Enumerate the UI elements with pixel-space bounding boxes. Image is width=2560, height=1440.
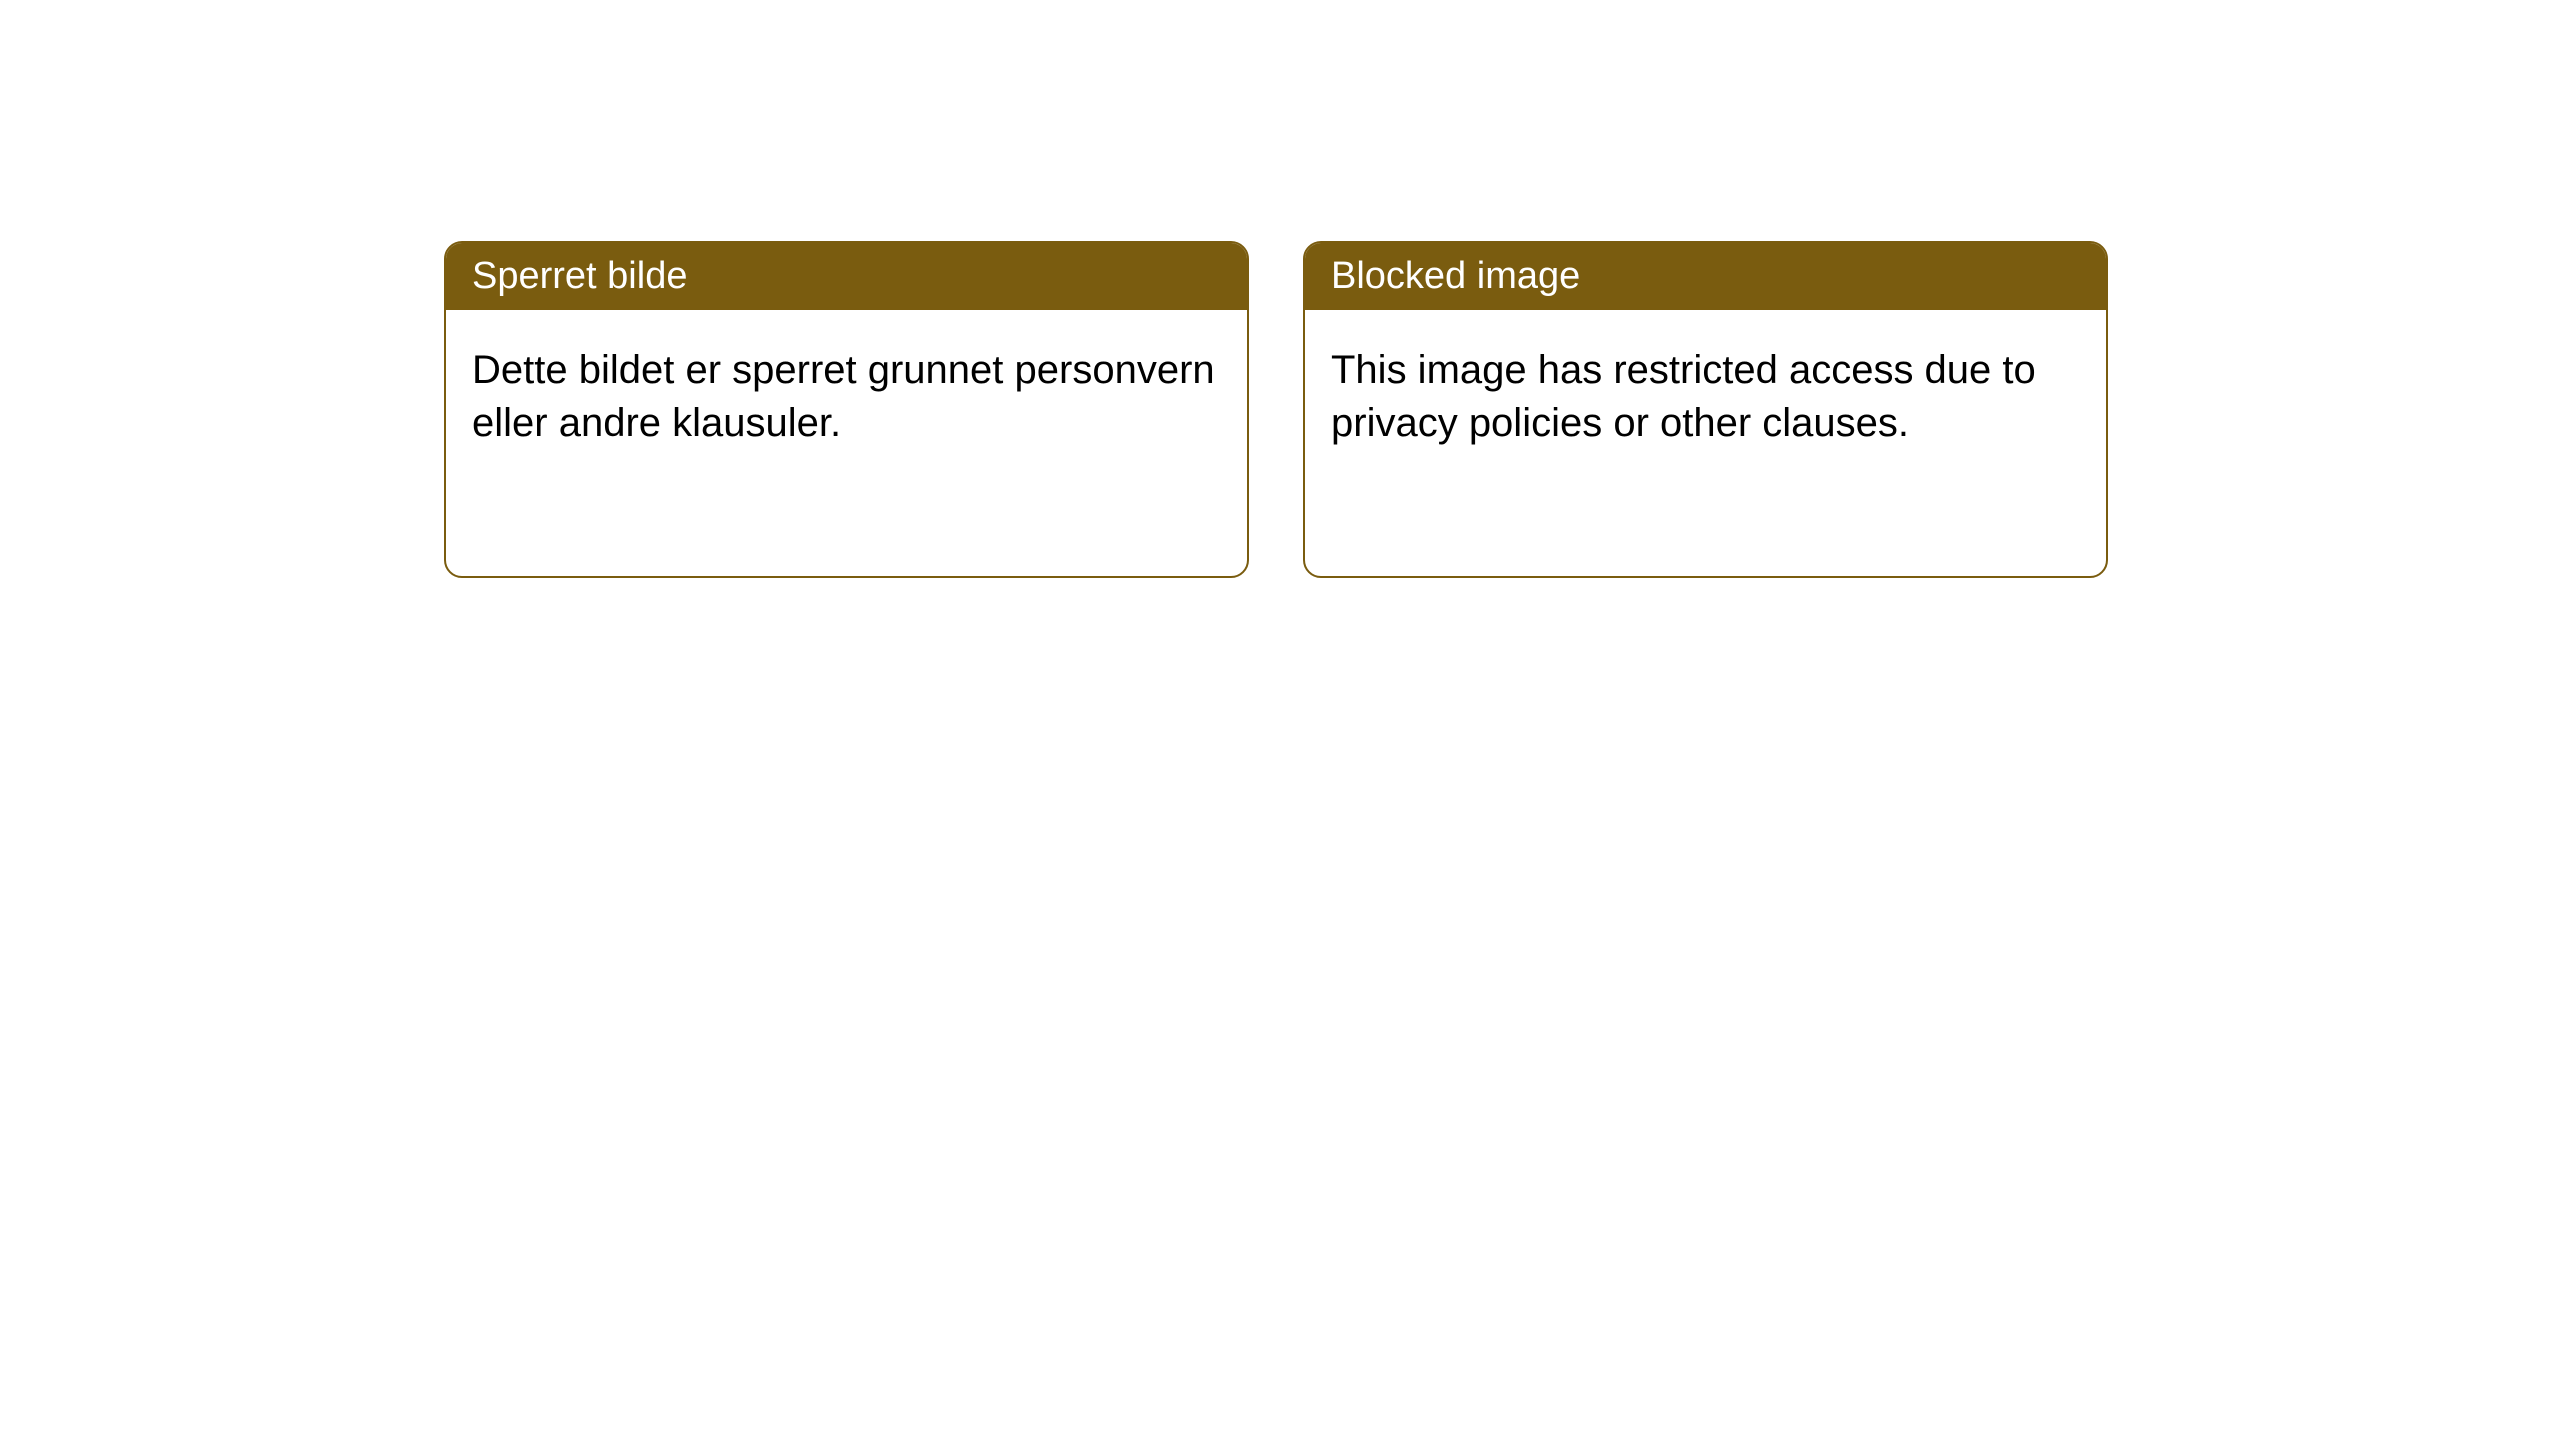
card-body: Dette bildet er sperret grunnet personve… xyxy=(446,310,1247,484)
notice-cards-container: Sperret bilde Dette bildet er sperret gr… xyxy=(0,0,2560,578)
card-title: Sperret bilde xyxy=(446,243,1247,310)
card-body: This image has restricted access due to … xyxy=(1305,310,2106,484)
card-title: Blocked image xyxy=(1305,243,2106,310)
notice-card-norwegian: Sperret bilde Dette bildet er sperret gr… xyxy=(444,241,1249,578)
notice-card-english: Blocked image This image has restricted … xyxy=(1303,241,2108,578)
